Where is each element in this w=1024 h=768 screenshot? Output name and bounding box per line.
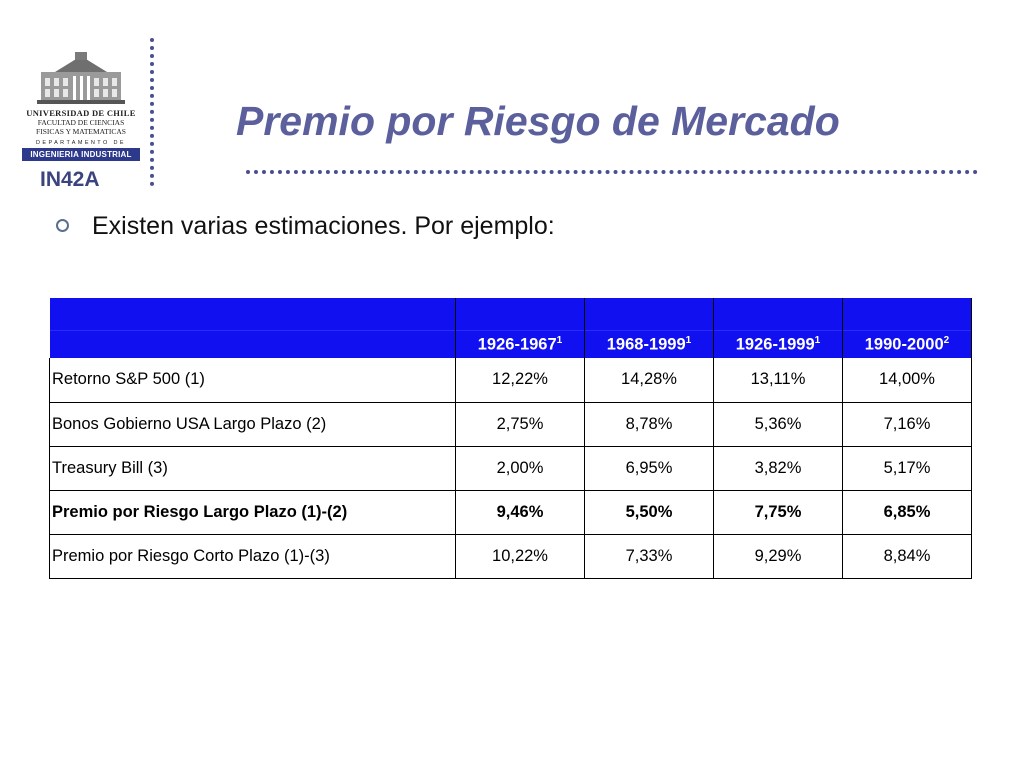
table-cell: 14,28%	[584, 358, 714, 403]
column-header: 1926-19671	[455, 329, 585, 358]
course-code: IN42A	[40, 168, 100, 191]
row-label: Bonos Gobierno USA Largo Plazo (2)	[49, 402, 456, 447]
table-cell: 12,22%	[455, 358, 585, 403]
table-cell: 7,75%	[713, 490, 843, 535]
logo-faculty-line2: FISICAS Y MATEMATICAS	[36, 127, 126, 136]
table-cell: 7,33%	[584, 534, 714, 579]
risk-premium-table: 1926-19671 1968-19991 1926-19991 1990-20…	[49, 298, 972, 579]
table-cell: 6,95%	[584, 446, 714, 491]
slide-title: Premio por Riesgo de Mercado	[236, 98, 840, 144]
row-label: Treasury Bill (3)	[49, 446, 456, 491]
row-label: Premio por Riesgo Corto Plazo (1)-(3)	[49, 534, 456, 579]
table-row-highlight: Premio por Riesgo Largo Plazo (1)-(2) 9,…	[49, 490, 972, 535]
table-cell: 6,85%	[842, 490, 972, 535]
table-cell: 14,00%	[842, 358, 972, 403]
title-underline	[246, 170, 978, 174]
logo-department: DEPARTAMENTO DE	[36, 140, 126, 146]
table-cell: 7,16%	[842, 402, 972, 447]
university-logo: UNIVERSIDAD DE CHILE FACULTAD DE CIENCIA…	[20, 50, 142, 161]
table-cell: 2,00%	[455, 446, 585, 491]
table-header-spacer-row	[49, 298, 972, 330]
table-row: Premio por Riesgo Corto Plazo (1)-(3) 10…	[49, 534, 972, 579]
row-label: Premio por Riesgo Largo Plazo (1)-(2)	[49, 490, 456, 535]
intro-text: Existen varias estimaciones. Por ejemplo…	[92, 212, 555, 240]
table-cell: 10,22%	[455, 534, 585, 579]
column-header: 1926-19991	[713, 329, 843, 358]
vertical-divider	[150, 38, 154, 186]
table-header-row: 1926-19671 1968-19991 1926-19991 1990-20…	[49, 329, 972, 358]
table-cell: 2,75%	[455, 402, 585, 447]
logo-department-name: INGENIERIA INDUSTRIAL	[22, 148, 140, 161]
logo-university: UNIVERSIDAD DE CHILE	[26, 108, 136, 118]
table-cell: 5,50%	[584, 490, 714, 535]
column-header: 1990-20002	[842, 329, 972, 358]
bullet-icon	[56, 219, 69, 232]
logo-faculty-line1: FACULTAD DE CIENCIAS	[37, 118, 125, 127]
table-cell: 5,36%	[713, 402, 843, 447]
table-cell: 8,84%	[842, 534, 972, 579]
table-row: Treasury Bill (3) 2,00% 6,95% 3,82% 5,17…	[49, 446, 972, 491]
column-header: 1968-19991	[584, 329, 714, 358]
table-cell: 13,11%	[713, 358, 843, 403]
header-blank	[49, 329, 456, 358]
table-cell: 9,46%	[455, 490, 585, 535]
table-row: Retorno S&P 500 (1) 12,22% 14,28% 13,11%…	[49, 358, 972, 403]
row-label: Retorno S&P 500 (1)	[49, 358, 456, 403]
table-cell: 5,17%	[842, 446, 972, 491]
table-row: Bonos Gobierno USA Largo Plazo (2) 2,75%…	[49, 402, 972, 447]
faculty-building-icon	[37, 52, 125, 104]
table-cell: 3,82%	[713, 446, 843, 491]
table-cell: 9,29%	[713, 534, 843, 579]
table-cell: 8,78%	[584, 402, 714, 447]
